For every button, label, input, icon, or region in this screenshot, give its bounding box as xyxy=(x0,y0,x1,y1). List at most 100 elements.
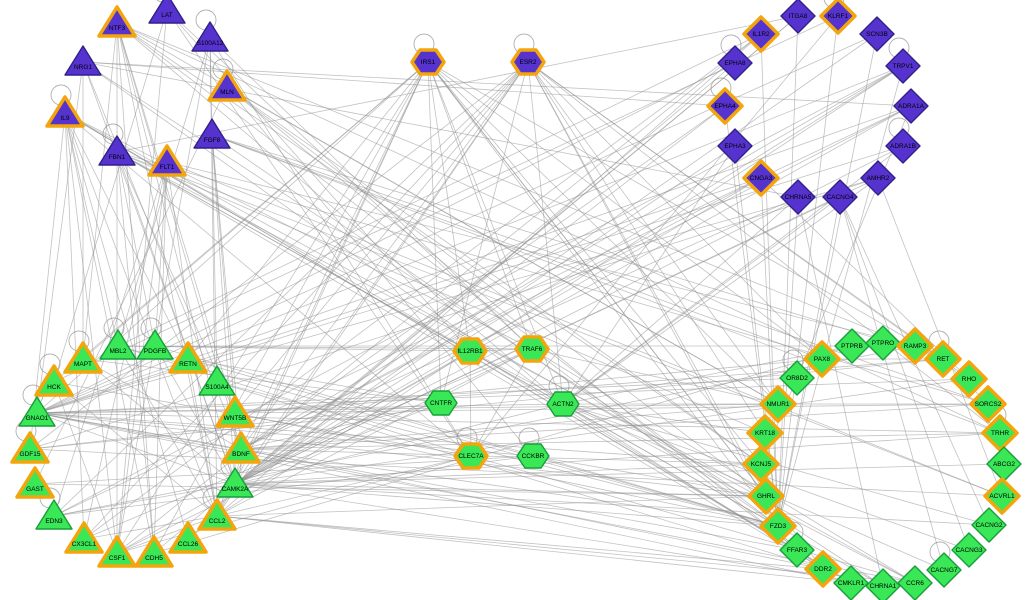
edge-IL9-CX3CL1[interactable] xyxy=(64,112,85,540)
node-ESR2[interactable]: ESR2 xyxy=(510,48,546,76)
edge-FZD3-CHRNA5[interactable] xyxy=(777,196,799,527)
edge-RAMP3-EDN3[interactable] xyxy=(53,345,916,517)
edge-CAMK2A-EDN3[interactable] xyxy=(53,483,236,517)
edge-GNAO1-CNGA3[interactable] xyxy=(36,177,762,414)
edge-BDNF-FZD3[interactable] xyxy=(240,448,779,527)
edge-BDNF-TRHR[interactable] xyxy=(240,432,1001,450)
edge-IL1R2-CSF1[interactable] xyxy=(116,33,762,554)
edge-ACTN2-AMHR2[interactable] xyxy=(562,177,879,405)
edge-CCKBR-GHRL[interactable] xyxy=(532,455,767,497)
edge-IL12RB1-CSF1[interactable] xyxy=(116,350,471,554)
edge-IL9-CCL26[interactable] xyxy=(64,112,189,540)
edge-TRAF6-CCR6[interactable] xyxy=(531,348,916,584)
edge-CACNG4-CACNG7[interactable] xyxy=(839,196,945,571)
node-ABCG2[interactable]: ABCG2 xyxy=(986,446,1022,482)
edge-CAMK2A-EPHA8[interactable] xyxy=(234,62,736,485)
edge-CAMK2A-TRPV1[interactable] xyxy=(234,65,904,485)
edge-CLEC7A-CSF1[interactable] xyxy=(116,455,472,554)
edge-FZD3-ITGA8[interactable] xyxy=(777,15,799,527)
node-ACTN2[interactable]: ACTN2 xyxy=(546,391,580,417)
edge-MLN-KCNJ5[interactable] xyxy=(226,86,762,465)
node-S100A12[interactable]: S100A12 xyxy=(191,21,229,52)
edge-GNAO1-GHRL[interactable] xyxy=(36,412,767,497)
edge-CAMK2A-RHO[interactable] xyxy=(234,378,970,485)
node-ACVRL1[interactable]: ACVRL1 xyxy=(983,477,1021,515)
node-MBL2[interactable]: MBL2 xyxy=(99,329,137,360)
node-ITGA8[interactable]: ITGA8 xyxy=(780,0,816,34)
edge-BDNF-KCNJ5[interactable] xyxy=(240,448,762,465)
edge-TRAF6-NMUR1[interactable] xyxy=(531,348,779,405)
edge-BDNF-MAPT[interactable] xyxy=(82,358,242,450)
edge-CAMK2A-EPHA4[interactable] xyxy=(234,105,726,485)
edge-GNAO1-NMUR1[interactable] xyxy=(36,403,779,414)
edge-IRS1-NMUR1[interactable] xyxy=(427,61,779,405)
edge-ACTN2-PTPRB[interactable] xyxy=(562,345,853,405)
edge-CAMK2A-ABCG2[interactable] xyxy=(234,463,1005,485)
edge-HCK-CSF1[interactable] xyxy=(53,381,118,554)
edge-ESR2-GHRL[interactable] xyxy=(527,61,767,497)
node-NRG1[interactable]: NRG1 xyxy=(64,45,102,76)
edge-IRS1-CSF1[interactable] xyxy=(116,61,429,554)
edge-ITGA8-CDH5[interactable] xyxy=(153,15,799,554)
edge-LAT-TRAF6[interactable] xyxy=(166,9,533,350)
edge-NRG1-CHRNA5[interactable] xyxy=(82,61,799,198)
edge-NTF3-ACTN2[interactable] xyxy=(116,22,564,405)
edge-NTF3-WNT5B[interactable] xyxy=(116,22,236,414)
node-CACNG3[interactable]: CACNG3 xyxy=(951,532,987,568)
edge-FZD3-IL1R2[interactable] xyxy=(760,33,779,527)
edge-S100A12-MBL2[interactable] xyxy=(117,37,211,347)
edge-WNT5B-SORCS2[interactable] xyxy=(234,403,989,414)
edge-NRG1-ADRA1A[interactable] xyxy=(82,61,912,107)
edge-GNAO1-CMKLR1[interactable] xyxy=(36,412,852,584)
edge-CCL2-TRPV1[interactable] xyxy=(216,65,904,517)
edge-FLT1-EDN3[interactable] xyxy=(53,161,168,517)
edge-FBN1-ITGA8[interactable] xyxy=(116,15,799,153)
edge-NTF3-MAPT[interactable] xyxy=(82,22,118,360)
edge-CCL2-DDR2[interactable] xyxy=(216,515,824,570)
edge-FZD3-RETN[interactable] xyxy=(187,358,779,527)
edge-BDNF-CHRNA5[interactable] xyxy=(240,196,799,450)
edge-FGF8-RET[interactable] xyxy=(211,134,944,360)
edge-GNAO1-CCR6[interactable] xyxy=(36,412,916,584)
edge-TRPV1-EDN3[interactable] xyxy=(53,65,904,517)
edge-S100A12-CCL2[interactable] xyxy=(209,37,218,517)
edge-ESR2-FZD3[interactable] xyxy=(527,61,779,527)
node-GAST[interactable]: GAST xyxy=(15,466,55,499)
node-IRS1[interactable]: IRS1 xyxy=(410,48,446,76)
node-KLRF1[interactable]: KLRF1 xyxy=(819,0,857,35)
edge-IRS1-TRAF6[interactable] xyxy=(427,61,533,350)
node-CNTFR[interactable]: CNTFR xyxy=(424,390,458,416)
edge-IL9-FFAR3[interactable] xyxy=(64,112,798,551)
edge-MLN-FFAR3[interactable] xyxy=(226,86,798,551)
edge-ACTN2-CHRNA5[interactable] xyxy=(562,196,799,405)
edge-CNTFR-MAPT[interactable] xyxy=(82,358,442,404)
edge-CAMK2A-KCNJ5[interactable] xyxy=(234,463,762,485)
edge-CLEC7A-KLRF1[interactable] xyxy=(470,15,839,457)
edge-IRS1-CCL2[interactable] xyxy=(216,61,429,517)
edge-ACVRL1-GDF15[interactable] xyxy=(29,448,1003,497)
edge-CAMK2A-ADRA1A[interactable] xyxy=(234,105,912,485)
edge-FZD3-MBL2[interactable] xyxy=(117,345,779,527)
edge-GNAO1-TRHR[interactable] xyxy=(36,412,1001,434)
edge-GNAO1-SCN3B[interactable] xyxy=(36,33,878,414)
node-NTF3[interactable]: NTF3 xyxy=(97,5,137,38)
edge-ESR2-NMUR1[interactable] xyxy=(527,61,779,405)
edge-CAMK2A-GHRL[interactable] xyxy=(234,483,767,497)
node-IL1R2[interactable]: IL1R2 xyxy=(742,15,780,53)
edge-LAT-IL12RB1[interactable] xyxy=(166,9,471,352)
edge-ESR2-RHO[interactable] xyxy=(527,61,970,380)
edge-CCL2-CX3CL1[interactable] xyxy=(83,515,218,540)
edge-NRG1-CAMK2A[interactable] xyxy=(82,61,236,485)
edge-CCKBR-EDN3[interactable] xyxy=(53,455,534,517)
node-MAPT[interactable]: MAPT xyxy=(63,341,103,374)
edge-IL9-RETN[interactable] xyxy=(64,112,189,360)
edge-IL1R2-CX3CL1[interactable] xyxy=(83,33,762,540)
edge-CACNG4-CACNG3[interactable] xyxy=(839,196,970,551)
edge-MLN-GHRL[interactable] xyxy=(226,86,767,497)
edge-CCL2-CMKLR1[interactable] xyxy=(216,515,852,584)
node-IL12RB1[interactable]: IL12RB1 xyxy=(452,337,488,365)
edge-CHRNA5-CHRNA1[interactable] xyxy=(797,196,884,587)
edge-FZD3-S100A4[interactable] xyxy=(216,381,779,527)
edge-S100A12-TRAF6[interactable] xyxy=(209,37,533,350)
edge-FZD3-SCN3B[interactable] xyxy=(777,33,878,527)
